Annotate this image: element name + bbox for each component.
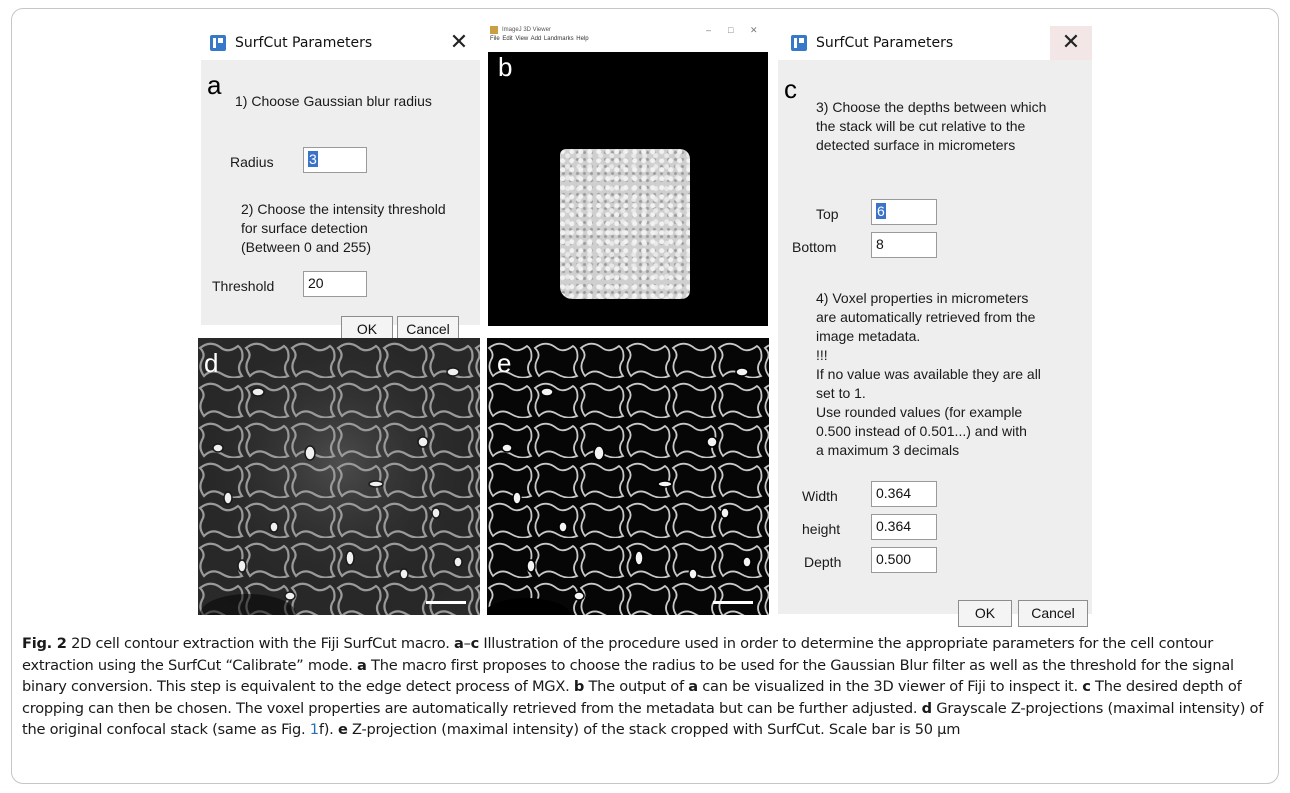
imagej-app-icon: [791, 35, 807, 51]
figure-caption: Fig. 2 2D cell contour extraction with t…: [22, 633, 1267, 741]
caption-text: f).: [318, 721, 338, 738]
dialog-c-title: SurfCut Parameters: [816, 35, 954, 51]
voxel-info-4: !!!: [816, 347, 828, 363]
bottom-label: Bottom: [792, 239, 837, 255]
voxel-info-9: a maximum 3 decimals: [816, 442, 960, 458]
figure-frame: [11, 8, 1279, 784]
top-label: Top: [816, 206, 839, 222]
cell-outlines-e: [487, 338, 769, 615]
caption-title: 2D cell contour extraction with the Fiji…: [66, 635, 454, 652]
scale-bar: [713, 601, 753, 604]
caption-panel-a: a: [357, 656, 367, 674]
panel-letter-b: b: [498, 52, 513, 82]
caption-range-dash: –: [463, 635, 471, 652]
dialog-a-titlebar[interactable]: SurfCut Parameters ✕: [201, 26, 480, 60]
caption-text: Z-projection (maximal intensity) of the …: [347, 721, 961, 738]
micrograph-e: e: [487, 338, 769, 615]
panel-letter-e: e: [497, 348, 512, 378]
bottom-input[interactable]: 8: [871, 232, 937, 258]
height-label: height: [802, 521, 841, 537]
panel-letter-d: d: [204, 348, 219, 378]
viewer-menubar[interactable]: File Edit View Add Landmarks Help: [490, 36, 589, 42]
close-icon[interactable]: ✕: [750, 25, 758, 35]
caption-panel-d: d: [921, 699, 932, 717]
depth-label: Depth: [804, 554, 842, 570]
top-input[interactable]: 6: [871, 199, 937, 225]
voxel-info-7: Use rounded values (for example: [816, 404, 1023, 420]
voxel-info-8: 0.500 instead of 0.501...) and with: [816, 423, 1027, 439]
micrograph-d: d: [198, 338, 480, 615]
threshold-instruction-3: (Between 0 and 255): [241, 239, 371, 255]
caption-text: The macro first proposes to choose the r…: [22, 656, 1234, 696]
voxel-info-6: set to 1.: [816, 385, 866, 401]
width-input[interactable]: 0.364: [871, 481, 937, 507]
maximize-icon[interactable]: □: [728, 25, 734, 35]
depth-instruction-1: 3) Choose the depths between which: [816, 99, 1047, 115]
ok-button[interactable]: OK: [958, 600, 1012, 627]
caption-ref-a: a: [688, 678, 698, 695]
radius-input[interactable]: 3: [303, 147, 367, 173]
3d-viewer-window: ImageJ 3D Viewer File Edit View Add Land…: [488, 24, 768, 326]
voxel-info-5: If no value was available they are all: [816, 366, 1041, 382]
dialog-c: SurfCut Parameters ✕ c 3) Choose the dep…: [778, 26, 1092, 627]
threshold-instruction-1: 2) Choose the intensity threshold: [241, 201, 446, 217]
viewer-app-icon: [490, 26, 498, 34]
dialog-a-title: SurfCut Parameters: [235, 35, 373, 51]
figure-label: Fig. 2: [22, 635, 67, 652]
scale-bar: [426, 601, 466, 604]
depth-instruction-2: the stack will be cut relative to the: [816, 118, 1026, 134]
height-input[interactable]: 0.364: [871, 514, 937, 540]
voxel-info-2: are automatically retrieved from the: [816, 309, 1036, 325]
caption-panel-range-a: a: [453, 635, 464, 652]
cell-outlines-d: [198, 338, 480, 615]
voxel-info-1: 4) Voxel properties in micrometers: [816, 290, 1029, 306]
caption-panel-range-c: c: [470, 635, 480, 652]
cancel-button[interactable]: Cancel: [1018, 600, 1088, 627]
caption-text: Grayscale Z-projections (maximal intensi…: [22, 699, 1264, 739]
viewer-title: ImageJ 3D Viewer: [502, 27, 551, 33]
threshold-input[interactable]: 20: [303, 271, 367, 297]
dialog-a: SurfCut Parameters ✕ a 1) Choose Gaussia…: [201, 26, 480, 343]
dialog-c-titlebar[interactable]: SurfCut Parameters ✕: [778, 26, 1092, 60]
radius-label: Radius: [230, 154, 274, 170]
caption-text: can be visualized in the 3D viewer of Fi…: [697, 678, 1083, 695]
caption-text: The output of: [584, 678, 689, 695]
width-label: Width: [802, 488, 838, 504]
close-icon[interactable]: ✕: [1050, 26, 1092, 60]
caption-text: Illustration of the procedure used in or…: [22, 635, 1213, 674]
close-icon[interactable]: ✕: [449, 30, 469, 55]
panel-letter-a: a: [207, 70, 222, 100]
3d-canvas[interactable]: b: [488, 52, 768, 326]
threshold-label: Threshold: [212, 278, 275, 294]
threshold-instruction-2: for surface detection: [241, 220, 368, 236]
radius-instruction: 1) Choose Gaussian blur radius: [235, 93, 432, 109]
imagej-app-icon: [210, 35, 226, 51]
rendered-surface: [560, 149, 690, 299]
panel-letter-c: c: [784, 74, 797, 104]
depth-instruction-3: detected surface in micrometers: [816, 137, 1016, 153]
caption-panel-c: c: [1082, 678, 1091, 695]
caption-panel-e: e: [337, 721, 348, 738]
depth-input[interactable]: 0.500: [871, 547, 937, 573]
voxel-info-3: image metadata.: [816, 328, 921, 344]
minimize-icon[interactable]: –: [706, 25, 712, 35]
figure-reference-link[interactable]: 1: [309, 721, 319, 738]
caption-text: The desired depth of cropping can then b…: [22, 678, 1242, 717]
caption-panel-b: b: [573, 678, 585, 695]
